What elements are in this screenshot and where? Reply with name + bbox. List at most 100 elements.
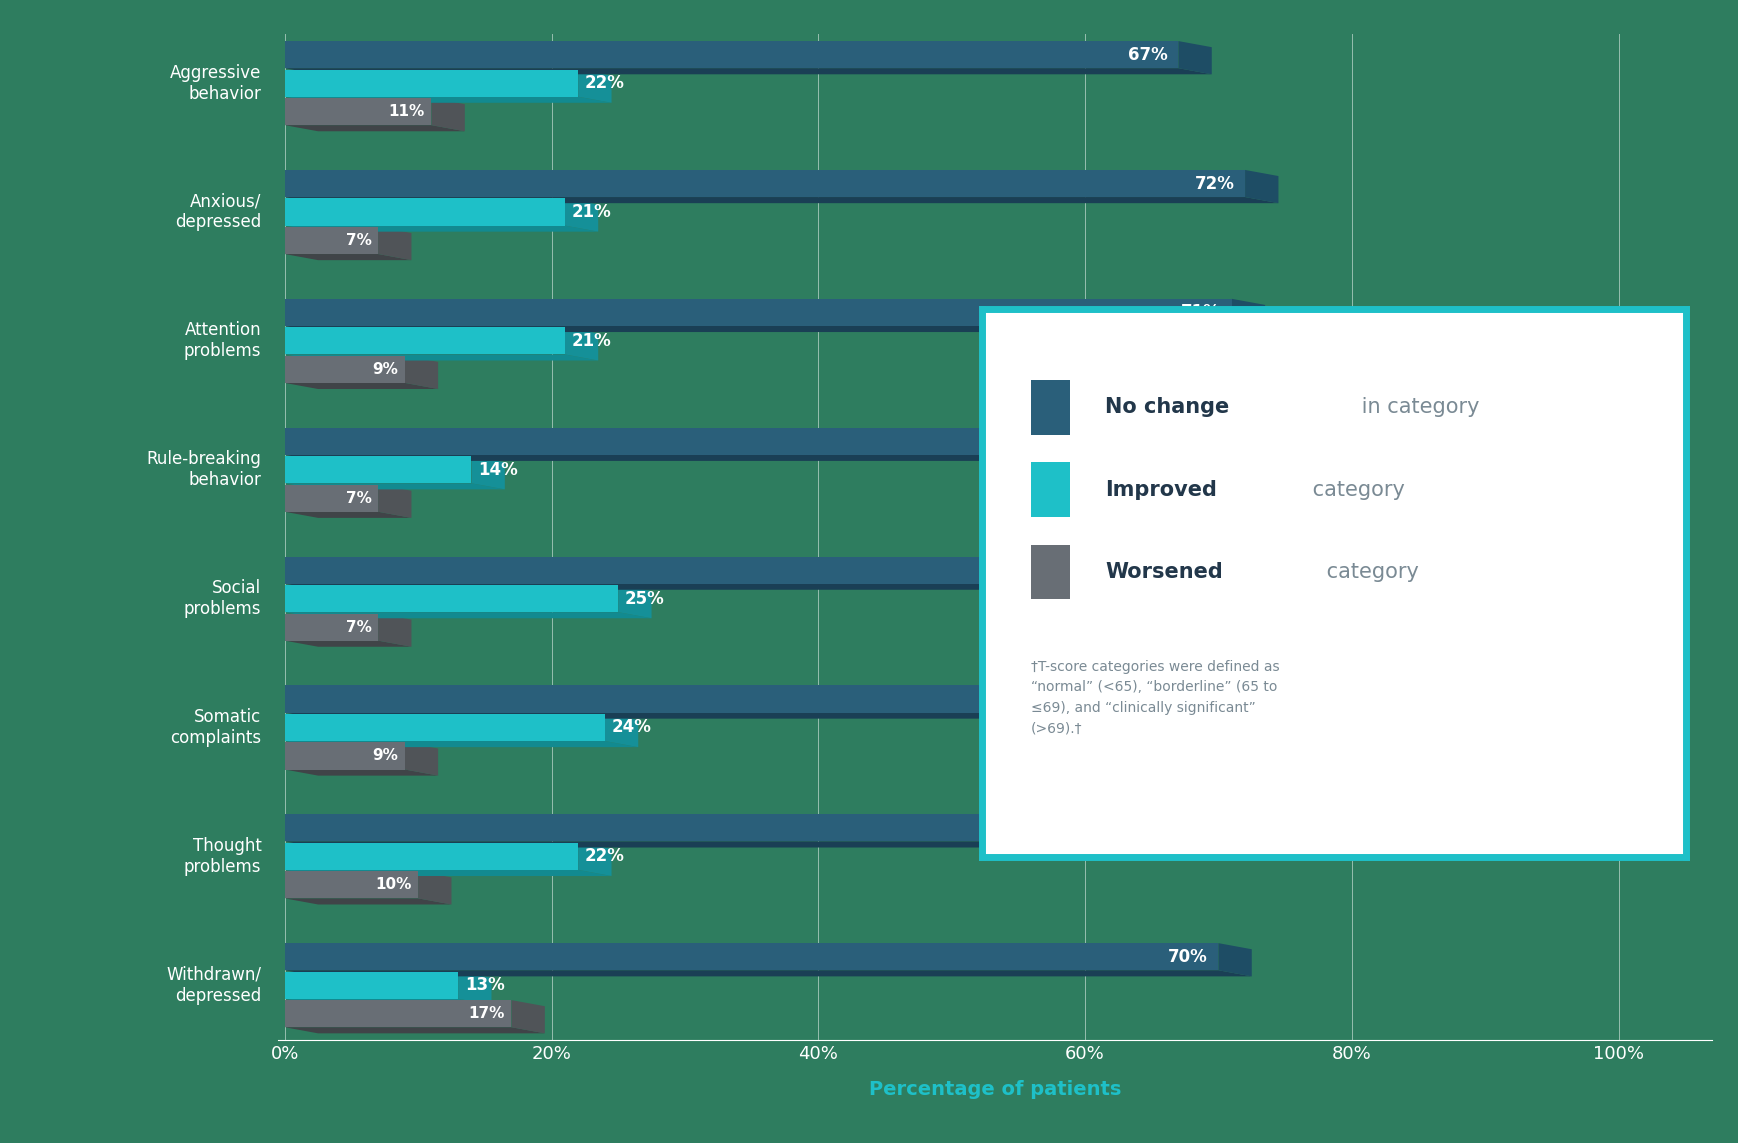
Polygon shape [1192,557,1225,590]
Polygon shape [285,225,598,232]
Bar [285,614,379,640]
Text: †T-score categories were defined as
“normal” (<65), “borderline” (65 to
≤69), an: †T-score categories were defined as “nor… [1031,660,1279,736]
Polygon shape [1218,943,1251,976]
Bar [285,327,565,354]
Polygon shape [1178,41,1211,74]
Bar [285,871,419,898]
Polygon shape [379,485,412,518]
Text: 10%: 10% [375,878,412,893]
Text: 72%: 72% [1194,175,1234,192]
Bar [285,485,379,512]
Bar [285,298,1232,326]
Bar [285,585,619,613]
Polygon shape [565,327,598,360]
Text: in category: in category [1356,398,1479,417]
Polygon shape [579,842,612,876]
Polygon shape [579,70,612,103]
Polygon shape [405,355,438,389]
Text: Worsened: Worsened [1105,562,1224,582]
Bar [285,842,579,870]
Text: 7%: 7% [346,620,372,634]
Bar [285,943,1218,970]
Bar [285,557,1192,584]
Polygon shape [285,898,452,904]
Text: 21%: 21% [572,203,612,221]
Text: 14%: 14% [478,461,518,479]
Bar [285,972,459,999]
Text: 21%: 21% [572,331,612,350]
Polygon shape [285,326,1265,331]
Text: Improved: Improved [1105,480,1217,499]
Text: 68%: 68% [1142,561,1182,580]
Polygon shape [285,254,412,261]
Polygon shape [379,614,412,647]
Polygon shape [285,970,1251,976]
Text: 13%: 13% [464,976,504,994]
Polygon shape [471,456,504,489]
Text: category: category [1319,562,1418,582]
Bar [1031,544,1071,599]
Polygon shape [285,512,412,518]
Polygon shape [285,455,1371,461]
Text: 71%: 71% [1182,303,1222,321]
Bar [1031,462,1071,517]
Bar [285,227,379,254]
Polygon shape [285,769,438,776]
Polygon shape [285,841,1225,847]
Polygon shape [285,197,1279,203]
Polygon shape [285,613,652,618]
Text: 70%: 70% [1168,948,1208,966]
Bar [285,170,1244,197]
Polygon shape [285,97,612,103]
Bar [1031,379,1071,434]
Polygon shape [379,227,412,261]
Text: 7%: 7% [346,233,372,248]
Polygon shape [619,585,652,618]
Text: 22%: 22% [586,847,624,865]
Polygon shape [431,98,464,131]
Polygon shape [285,712,1211,719]
Text: category: category [1305,480,1404,499]
Text: 9%: 9% [372,749,398,764]
Bar [285,427,1338,455]
Polygon shape [405,743,438,776]
Polygon shape [1192,814,1225,847]
Polygon shape [285,584,1225,590]
Bar [285,814,1192,841]
Text: No change: No change [1105,398,1229,417]
Text: 22%: 22% [586,74,624,93]
Polygon shape [285,483,504,489]
Polygon shape [1178,686,1211,719]
Bar [285,70,579,97]
Bar [285,355,405,383]
Polygon shape [285,1028,544,1033]
Polygon shape [565,199,598,232]
Bar [285,686,1178,712]
Text: 67%: 67% [1128,690,1168,708]
Polygon shape [285,69,1211,74]
Bar [285,1000,511,1028]
Polygon shape [285,741,638,748]
Text: 11%: 11% [389,104,424,119]
Polygon shape [605,714,638,748]
Polygon shape [1232,298,1265,331]
Polygon shape [1244,170,1279,203]
Polygon shape [419,871,452,904]
Bar [285,41,1178,69]
Polygon shape [285,999,492,1005]
Text: 79%: 79% [1288,432,1328,450]
Text: 17%: 17% [469,1006,504,1021]
Bar [285,199,565,225]
Polygon shape [285,870,612,876]
Polygon shape [285,126,464,131]
X-axis label: Percentage of patients: Percentage of patients [869,1080,1121,1098]
Text: 24%: 24% [612,719,652,736]
Text: 68%: 68% [1142,818,1182,837]
Polygon shape [285,640,412,647]
Polygon shape [511,1000,544,1033]
Text: 7%: 7% [346,490,372,505]
Polygon shape [285,354,598,360]
Bar [285,456,471,483]
Polygon shape [1338,427,1371,461]
Bar [285,743,405,769]
